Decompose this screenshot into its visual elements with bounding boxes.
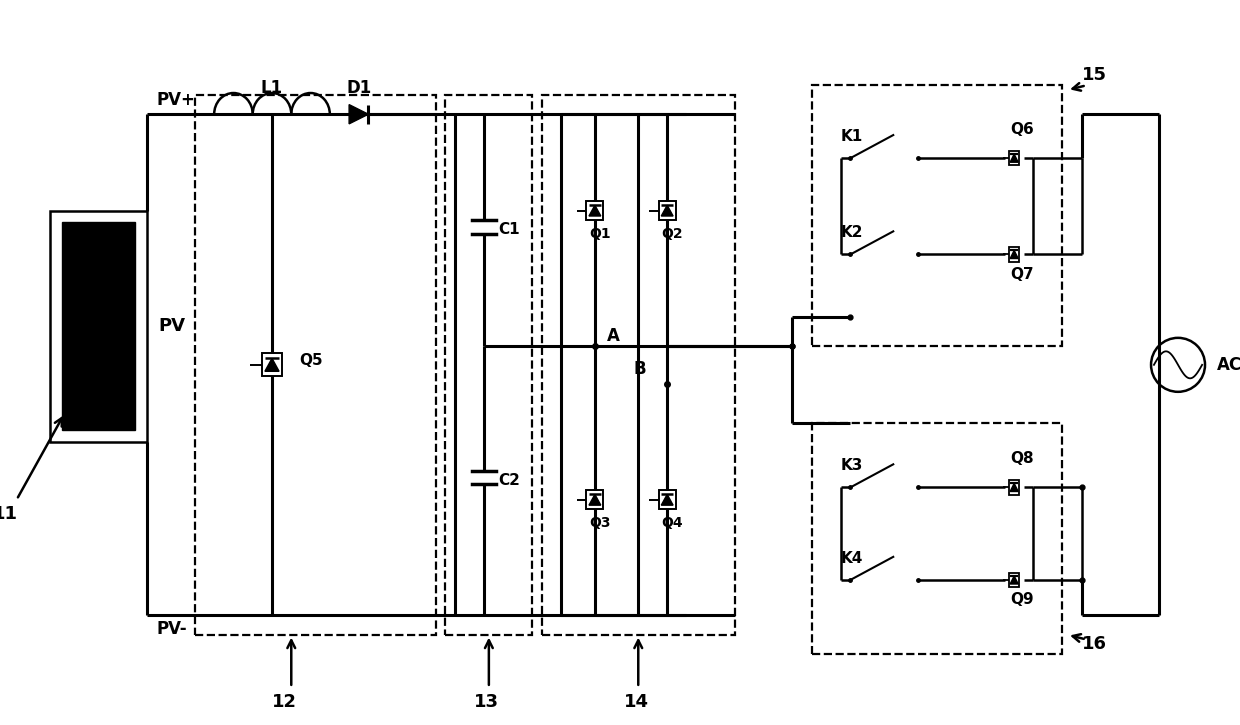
Text: Q4: Q4	[661, 515, 683, 530]
Bar	[1009, 247, 1019, 262]
Text: C1: C1	[498, 223, 520, 237]
Polygon shape	[589, 494, 601, 505]
Bar	[62, 222, 135, 431]
Text: PV+: PV+	[156, 91, 195, 109]
Text: 13: 13	[475, 693, 500, 711]
Text: L1: L1	[260, 79, 283, 97]
Text: B: B	[634, 360, 646, 378]
Bar	[1009, 573, 1019, 587]
Polygon shape	[661, 205, 673, 216]
Polygon shape	[1011, 484, 1018, 492]
Text: 15: 15	[1081, 67, 1106, 85]
Text: Q7: Q7	[1011, 267, 1034, 281]
Text: K3: K3	[841, 458, 863, 473]
Bar	[262, 353, 283, 376]
Text: Q2: Q2	[661, 227, 683, 241]
Text: A: A	[606, 327, 619, 345]
Text: D1: D1	[346, 79, 371, 97]
Text: Q5: Q5	[299, 352, 322, 368]
Bar	[542, 95, 734, 634]
Bar	[587, 201, 604, 220]
Text: C2: C2	[498, 473, 521, 488]
Text: Q9: Q9	[1011, 592, 1034, 607]
Bar	[195, 95, 435, 634]
Polygon shape	[1011, 250, 1018, 259]
Text: 16: 16	[1081, 635, 1106, 653]
Polygon shape	[1011, 576, 1018, 584]
Bar	[812, 423, 1063, 654]
Text: PV: PV	[159, 318, 185, 335]
Bar	[51, 211, 146, 442]
Text: PV-: PV-	[156, 621, 187, 638]
Bar	[445, 95, 532, 634]
Text: AC: AC	[1216, 356, 1240, 374]
Bar	[658, 201, 676, 220]
Text: Q1: Q1	[589, 227, 610, 241]
Text: K2: K2	[841, 225, 863, 240]
Text: Q6: Q6	[1011, 122, 1034, 137]
Polygon shape	[589, 205, 601, 216]
Polygon shape	[350, 104, 368, 124]
Bar	[587, 490, 604, 510]
Bar	[1009, 151, 1019, 165]
Text: Q3: Q3	[589, 515, 610, 530]
Polygon shape	[1011, 154, 1018, 162]
Bar	[658, 490, 676, 510]
Bar	[812, 86, 1063, 346]
Text: K4: K4	[841, 550, 863, 566]
Text: 14: 14	[624, 693, 649, 711]
Bar	[1009, 480, 1019, 494]
Text: 12: 12	[272, 693, 298, 711]
Text: K1: K1	[841, 129, 863, 144]
Text: Q8: Q8	[1011, 452, 1034, 466]
Text: 11: 11	[0, 505, 17, 523]
Polygon shape	[661, 494, 673, 505]
Polygon shape	[265, 358, 279, 371]
